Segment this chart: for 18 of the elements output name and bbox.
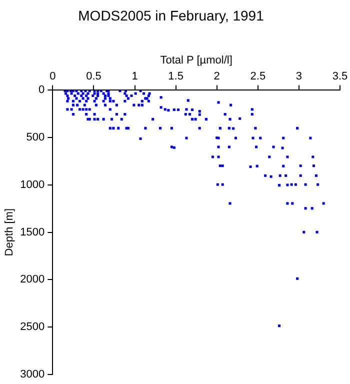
chart-title: MODS2005 in February, 1991 bbox=[78, 7, 264, 24]
x-tick-label: 0 bbox=[50, 70, 56, 83]
x-tick-label: 1 bbox=[132, 70, 138, 83]
y-tick-label: 500 bbox=[26, 132, 45, 144]
y-tick-label: 1500 bbox=[20, 226, 45, 238]
y-tick-label: 2500 bbox=[20, 321, 45, 334]
y-tick-label: 1000 bbox=[20, 178, 45, 191]
x-tick-label: 3 bbox=[296, 70, 302, 83]
y-axis-title: Depth [m] bbox=[4, 208, 16, 256]
x-tick-label: 2.5 bbox=[250, 70, 266, 83]
y-tick-label: 2000 bbox=[20, 274, 45, 286]
x-tick-label: 1.5 bbox=[168, 70, 184, 83]
y-tick-label: 0 bbox=[38, 84, 45, 96]
y-tick-label: 3000 bbox=[20, 368, 45, 380]
x-tick-label: 0.5 bbox=[86, 70, 102, 83]
x-axis-title: Total P [µmol/l] bbox=[160, 54, 232, 66]
x-tick-label: 2 bbox=[214, 70, 220, 83]
x-tick-label: 3.5 bbox=[332, 70, 348, 83]
